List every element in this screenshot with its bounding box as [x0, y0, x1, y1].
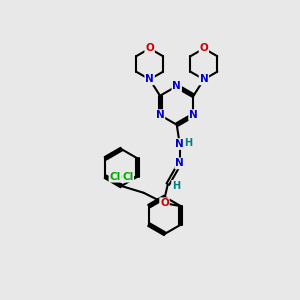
Text: H: H: [184, 138, 192, 148]
Text: O: O: [200, 44, 208, 53]
Text: H: H: [172, 181, 180, 191]
Text: N: N: [175, 139, 184, 149]
Text: N: N: [189, 110, 198, 120]
Text: Cl: Cl: [122, 172, 133, 182]
Text: N: N: [172, 81, 181, 91]
Text: N: N: [175, 158, 184, 168]
Text: N: N: [145, 74, 154, 84]
Text: Cl: Cl: [110, 172, 121, 182]
Text: O: O: [160, 198, 169, 208]
Text: N: N: [156, 110, 164, 120]
Text: O: O: [145, 44, 154, 53]
Text: N: N: [200, 74, 208, 84]
